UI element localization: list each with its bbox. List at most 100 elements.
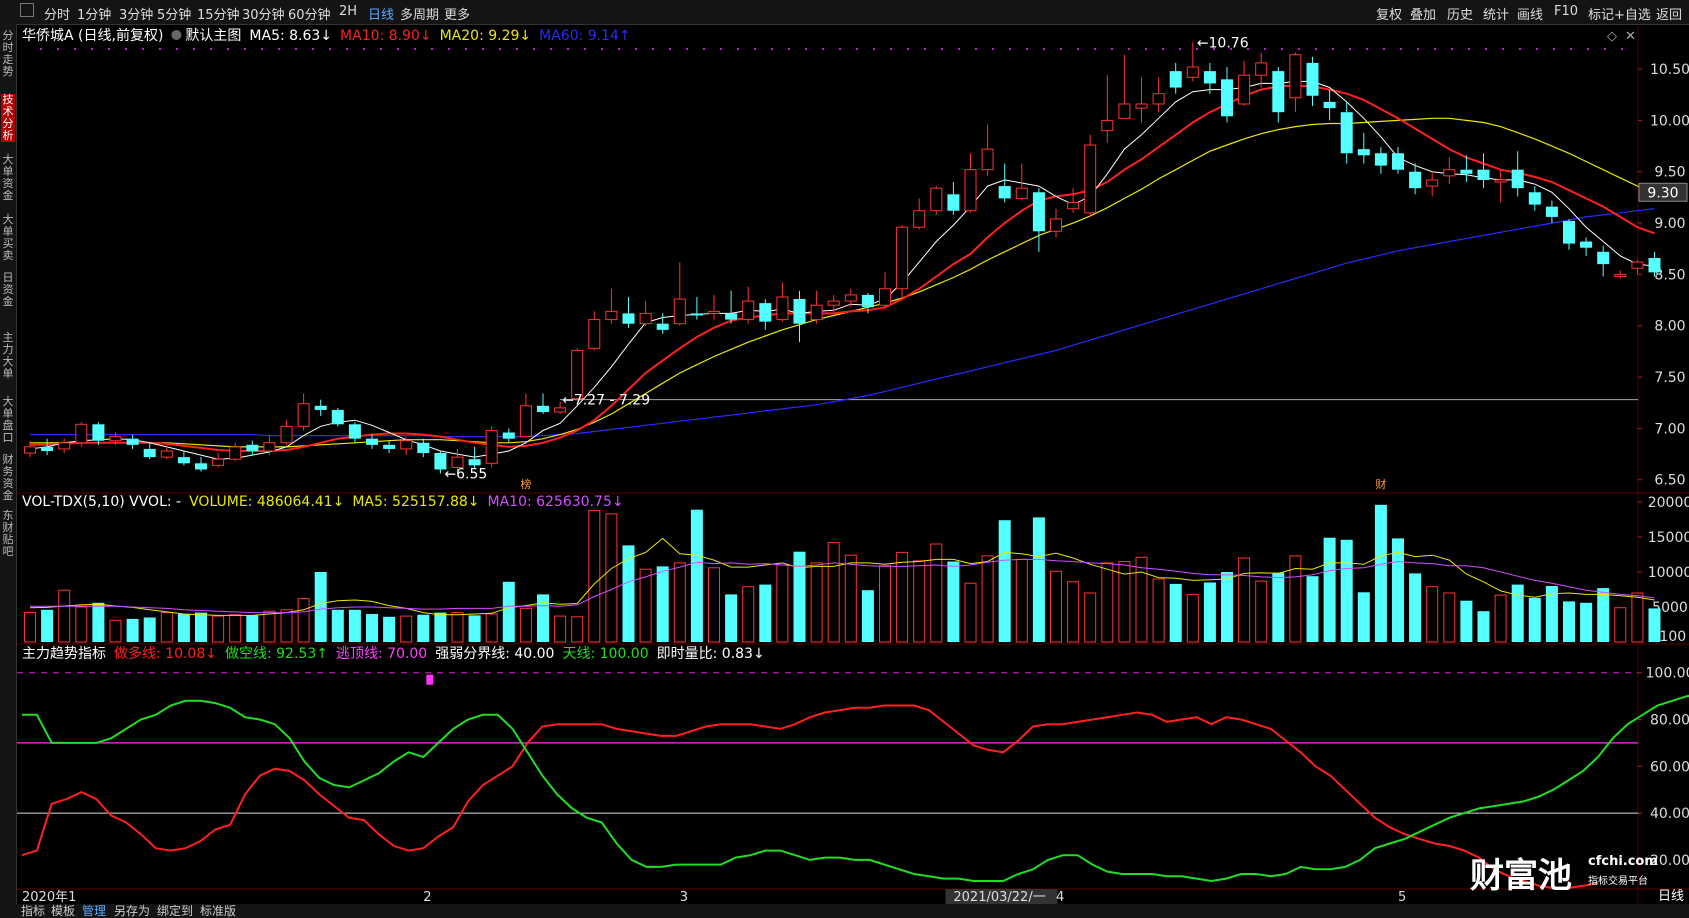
side-tab-8[interactable]: 东财贴吧 [2,509,14,558]
side-tab-2[interactable]: 大单资金 [2,153,14,202]
price-top-dot [669,48,671,50]
price-top-dot [193,48,195,50]
candle-body-down [331,409,344,425]
candle-body-down [434,453,447,470]
price-top-dot [363,48,365,50]
period-tab-7[interactable]: 2H [339,4,358,19]
period-tab-3[interactable]: 5分钟 [157,8,192,23]
period-tab-4[interactable]: 15分钟 [197,8,240,23]
candle-body-up [1118,103,1131,119]
side-tab-4[interactable]: 日资金 [2,271,14,308]
candle-body-up [280,425,293,444]
price-top-dot [1400,48,1402,50]
tool-button-3[interactable]: 统计 [1483,8,1510,23]
period-tab-5[interactable]: 30分钟 [242,8,285,23]
volume-bar-up [964,582,977,643]
tool-button-2[interactable]: 历史 [1447,8,1474,23]
volume-bar-down [1392,538,1404,642]
price-top-dot [720,48,722,50]
price-tick-label-1: 10.00 [1650,113,1689,129]
volume-bar-up [896,551,909,643]
candle-body-down [1477,169,1490,180]
gap-annotation: ←7.27 - 7.29 [562,393,650,409]
price-top-dot [856,48,858,50]
price-top-dot [1468,48,1470,50]
tool-button-5[interactable]: F10 [1554,4,1579,19]
side-tab-6[interactable]: 大单盘口 [2,395,14,444]
period-tab-10[interactable]: 更多 [444,8,471,23]
period-tab-8[interactable]: 日线 [368,8,395,23]
bottom-tab-0[interactable]: 指标 [21,904,46,918]
bottom-tab-2[interactable]: 管理 [82,904,107,918]
tool-button-4[interactable]: 画线 [1517,8,1544,23]
candle-body-down [998,186,1011,199]
indicator-legend-5: 即时量比: 0.83↓ [657,646,765,662]
price-top-dot [1383,48,1385,50]
bottom-tab-3[interactable]: 另存为 [114,904,151,918]
volume-bar-down [177,614,190,642]
ind-tick-label-4: 20.00 [1650,853,1689,869]
price-top-dot [227,48,229,50]
tool-button-8[interactable]: 返回 [1656,8,1683,23]
candle-body-up [776,296,789,321]
volume-bar-down [331,609,344,642]
period-tab-6[interactable]: 60分钟 [288,8,331,23]
candle-body-down [92,424,105,441]
tool-button-6[interactable]: 标记 [1588,8,1615,23]
price-top-dot [1196,48,1198,50]
candle-body-down [417,442,430,454]
candle-body-up [1614,273,1627,277]
volume-bar-down [195,612,207,642]
candle-body-up [571,349,584,400]
bottom-tab-5[interactable]: 标准版 [200,904,237,918]
volume-bar-down [434,612,447,642]
candle-body-up [229,446,242,460]
price-top-dot [346,48,348,50]
layout-checkbox-icon[interactable] [20,3,34,17]
date-label-5: 5 [1398,890,1406,905]
side-tab-5[interactable]: 主力大单 [2,331,14,380]
price-top-dot [380,48,382,50]
volume-bar-up [58,589,71,643]
bottom-tab-4[interactable]: 绑定到 [157,904,194,918]
candle-body-up [1084,144,1097,214]
price-top-dot [771,48,773,50]
volume-bar-down [1580,602,1593,642]
price-top-dot [1281,48,1283,50]
watermark-subtitle: 指标交易平台 [1588,876,1648,887]
price-tick-label-4: 8.50 [1654,267,1685,283]
date-label-2: 3 [680,890,688,905]
candle-body-down [366,438,378,445]
period-tab-1[interactable]: 1分钟 [77,8,112,23]
bottom-tab-1[interactable]: 模板 [51,904,76,918]
price-top-dot [244,48,246,50]
volume-bar-up [1614,607,1627,643]
period-tab-0[interactable]: 分时 [44,8,71,23]
date-label-1: 2 [423,890,431,905]
side-tab-7[interactable]: 财务资金 [2,453,14,502]
volume-bar-up [1631,592,1644,643]
period-tab-9[interactable]: 多周期 [400,8,440,23]
side-tab-3[interactable]: 大单买卖 [2,213,14,262]
volume-bar-up [400,615,413,643]
candle-body-up [844,294,857,302]
period-tab-2[interactable]: 3分钟 [119,8,154,23]
side-tab-1[interactable]: 技术分析 [1,93,15,142]
tool-button-1[interactable]: 叠加 [1410,8,1437,23]
volume-bar-up [639,568,652,643]
low-annotation: ←6.55 [444,467,487,483]
candle-body-up [24,446,36,454]
volume-bar-up [1186,593,1199,643]
price-top-dot [1060,48,1062,50]
volume-bar-down [1545,586,1558,642]
price-top-dot [533,48,535,50]
price-top-dot [1604,48,1606,50]
candle-body-up [1494,179,1507,183]
tool-button-0[interactable]: 复权 [1376,8,1403,23]
price-top-dot [1145,48,1147,50]
side-tab-0[interactable]: 分时走势 [2,29,14,78]
volume-bar-up [776,564,789,643]
volume-bar-up [1289,555,1302,643]
tool-button-7[interactable]: +自选 [1614,8,1651,23]
